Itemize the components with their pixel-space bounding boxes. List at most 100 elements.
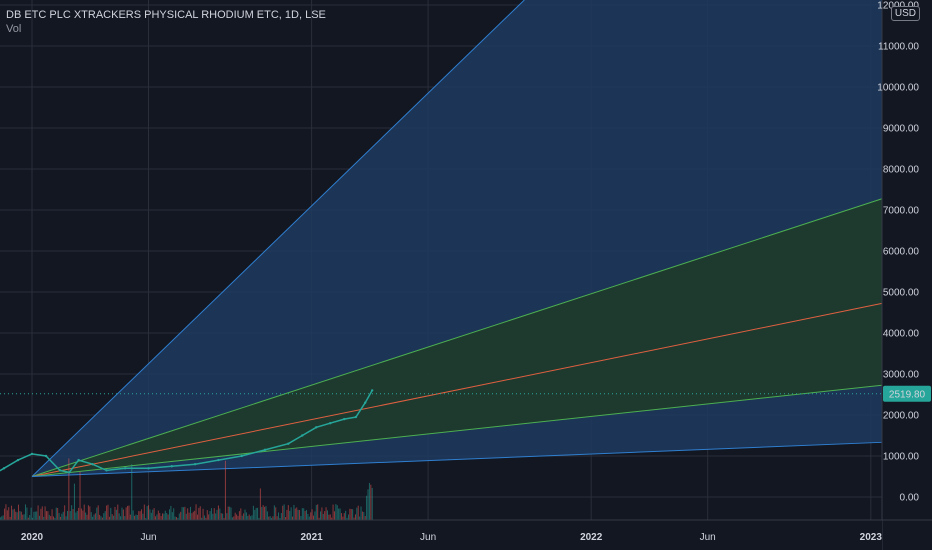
volume-bar (307, 513, 309, 520)
volume-bar (2, 515, 4, 520)
volume-bar (257, 507, 259, 520)
time-axis[interactable]: 2020 Jun 2021 Jun 2022 Jun 2023 (21, 532, 882, 543)
volume-bar (198, 507, 200, 520)
time-axis-bg[interactable] (0, 520, 882, 550)
fan-line-red-middle (31, 302, 883, 477)
volume-bar (55, 507, 57, 520)
volume-bar (243, 513, 245, 520)
volume-bar (152, 509, 154, 520)
volume-bar (287, 505, 289, 520)
volume-bar (29, 514, 31, 520)
volume-bar (340, 513, 342, 520)
volume-bar (12, 509, 14, 520)
volume-bar (352, 509, 354, 520)
volume-bar (79, 471, 81, 520)
volume-bar (233, 516, 235, 520)
volume-bar (347, 514, 349, 520)
volume-bar (315, 504, 317, 520)
volume-bar (314, 511, 316, 520)
volume-bar (258, 517, 260, 520)
volume-bar (66, 511, 68, 520)
volume-bar (25, 504, 27, 520)
price-tick-label: 6000.00 (883, 247, 920, 258)
volume-bar (335, 504, 337, 520)
volume-bar (108, 516, 110, 520)
volume-bar (6, 510, 8, 520)
last-price-badge (883, 385, 931, 402)
volume-bar (301, 508, 303, 520)
volume-bar (236, 514, 238, 520)
price-series (0, 389, 374, 474)
price-tick-label: 5000.00 (883, 288, 920, 299)
volume-bar (234, 512, 236, 520)
volume-bar (259, 488, 261, 520)
volume-bar (241, 515, 243, 520)
volume-bar (89, 506, 91, 520)
price-tick-label: 11000.00 (878, 42, 919, 53)
price-tick-label: 3000.00 (883, 370, 920, 381)
volume-bar (294, 508, 296, 520)
price-point (240, 454, 243, 458)
volume-bar (160, 515, 162, 520)
volume-bar (279, 517, 281, 520)
volume-bar (120, 516, 122, 520)
volume-bar (100, 516, 102, 520)
volume-bar (244, 509, 246, 520)
volume-bar (23, 514, 25, 520)
time-tick-label: 2020 (21, 532, 44, 543)
volume-bar (261, 506, 263, 520)
price-point (147, 467, 150, 470)
volume-bar (192, 511, 194, 520)
volume-bar (127, 505, 129, 520)
volume-bar (299, 510, 301, 520)
volume-bar (357, 505, 359, 520)
volume-label[interactable]: Vol (6, 23, 22, 35)
volume-bar (34, 511, 36, 520)
volume-bar (342, 516, 344, 520)
volume-bar (1, 516, 3, 520)
volume-bar (333, 511, 335, 520)
volume-bar (184, 506, 186, 520)
volume-bar (222, 513, 224, 520)
volume-bar (227, 506, 229, 520)
volume-bar (96, 507, 98, 520)
volume-bar (5, 504, 7, 520)
volume-bar (164, 510, 166, 520)
price-point (44, 454, 48, 458)
time-tick-label: 2022 (580, 532, 603, 543)
volume-bar (367, 489, 369, 520)
volume-bar (125, 507, 127, 520)
volume-bar (51, 509, 53, 520)
volume-bar (73, 483, 75, 520)
volume-bar (115, 509, 117, 520)
time-tick-label: 2021 (300, 532, 323, 543)
volume-bar (124, 516, 126, 520)
volume-bar (76, 510, 78, 520)
symbol-title[interactable]: DB ETC PLC XTRACKERS PHYSICAL RHODIUM ET… (6, 9, 326, 21)
volume-bar (174, 516, 176, 520)
volume-bar (322, 513, 324, 520)
volume-bar (143, 504, 145, 520)
volume-bar (371, 487, 373, 520)
volume-bar (15, 511, 17, 520)
volume-bar (201, 517, 203, 520)
volume-bar (90, 512, 92, 520)
volume-bar (48, 514, 50, 520)
volume-bar (142, 513, 144, 520)
volume-bar (103, 513, 105, 520)
price-point (354, 415, 358, 419)
volume-bar (216, 509, 218, 520)
volume-bar (37, 505, 39, 520)
volume-bar (62, 511, 64, 520)
volume-bar (177, 517, 179, 520)
volume-bar (245, 512, 247, 520)
price-point (287, 442, 290, 445)
currency-badge[interactable]: USD (890, 6, 920, 21)
price-axis-bg[interactable] (882, 0, 932, 520)
volume-bar (188, 512, 190, 520)
price-point (77, 458, 80, 462)
volume-bar (19, 511, 21, 520)
volume-bar (318, 517, 320, 520)
volume-bar (255, 507, 257, 520)
